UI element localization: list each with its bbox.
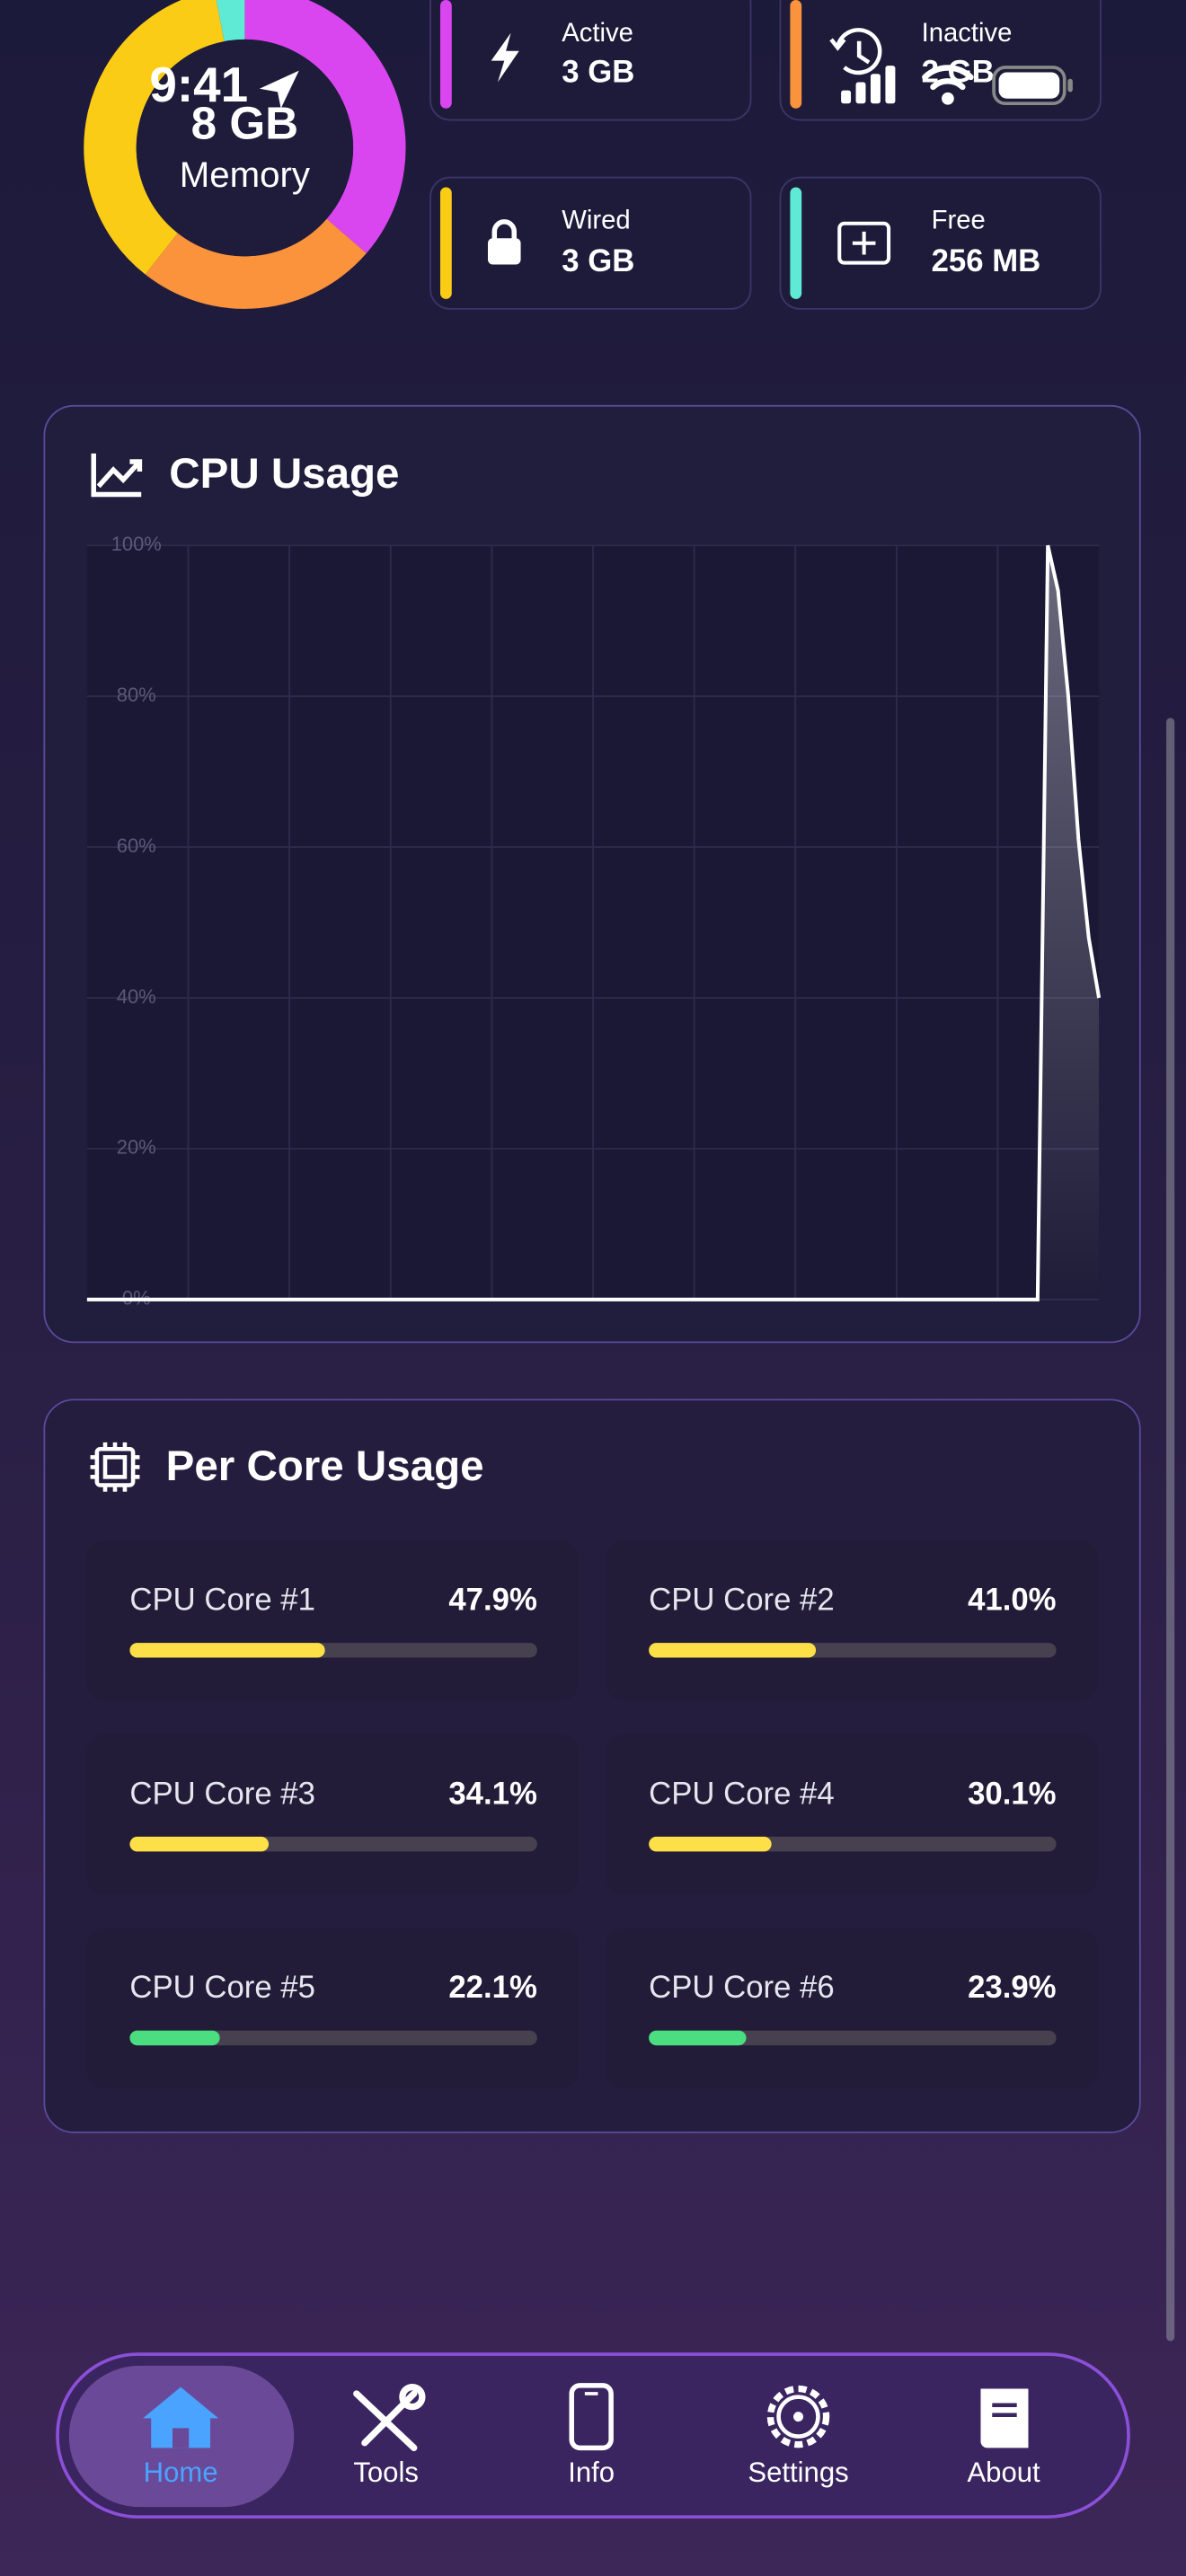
core-tile — [606, 1540, 1098, 1701]
y-tick-label: 80% — [117, 684, 156, 706]
tab-tools[interactable]: Tools — [353, 2383, 426, 2488]
icon-history — [829, 28, 882, 75]
core-value: 23.9% — [968, 1971, 1056, 2005]
tab-label: Settings — [748, 2457, 848, 2488]
card-value: 3 GB — [562, 55, 634, 89]
core-value: 47.9% — [448, 1584, 536, 1618]
core-bar — [649, 2030, 747, 2046]
tab-settings[interactable]: Settings — [748, 2385, 849, 2488]
core-bar — [129, 2030, 220, 2046]
tab-label: Home — [144, 2457, 218, 2488]
icon-chart — [91, 453, 143, 498]
signal — [841, 66, 896, 104]
core-name: CPU Core #5 — [129, 1971, 315, 2005]
icon-plus — [837, 221, 891, 265]
tab-about[interactable]: About — [967, 2388, 1040, 2488]
core-track — [649, 2030, 1057, 2046]
cpu-line — [86, 544, 1102, 1301]
core-name: CPU Core #4 — [649, 1777, 835, 1811]
card-label: Wired — [562, 207, 630, 235]
tab-info[interactable]: Info — [568, 2383, 615, 2488]
donut-segment — [216, 0, 246, 42]
accent-bar — [439, 187, 452, 299]
icon-lock — [487, 219, 521, 265]
tab-label: Info — [568, 2457, 615, 2488]
core-bar — [129, 1836, 270, 1852]
cpu-plot: 0%20%40%60%80%100% — [86, 533, 1102, 1310]
status-time: 9:41 — [149, 57, 248, 112]
y-tick-label: 40% — [117, 985, 156, 1008]
card-label: Active — [562, 19, 633, 48]
accent-bar — [439, 0, 452, 109]
y-tick-label: 20% — [117, 1136, 156, 1159]
donut-hole — [136, 39, 354, 257]
core-tile — [606, 1928, 1098, 2088]
tab-bar — [56, 2352, 1130, 2519]
core-bar — [649, 1836, 772, 1852]
memory-card: Wired 3 GB — [429, 176, 752, 310]
memory-label: Memory — [180, 154, 311, 195]
core-bar — [649, 1643, 817, 1658]
memory-card: Active 3 GB — [429, 0, 752, 121]
scrollbar — [1166, 718, 1175, 2342]
tab-label: About — [967, 2457, 1040, 2488]
accent-bar — [790, 0, 802, 109]
donut-segment — [145, 218, 367, 309]
donut-segment — [243, 0, 406, 253]
memory-donut — [84, 0, 406, 309]
memory-card: Free 256 MB — [779, 176, 1102, 310]
y-tick-label: 60% — [117, 834, 156, 857]
core-value: 30.1% — [968, 1777, 1056, 1811]
tab-home[interactable]: Home — [143, 2386, 219, 2488]
core-tile — [86, 1928, 579, 2088]
core-value: 34.1% — [448, 1777, 536, 1811]
card-label: Free — [932, 207, 986, 235]
core-name: CPU Core #3 — [129, 1777, 315, 1811]
tab-label: Tools — [353, 2457, 419, 2488]
core-tile — [606, 1734, 1098, 1894]
battery — [992, 66, 1073, 106]
core-name: CPU Core #1 — [129, 1584, 315, 1618]
card-value: 3 GB — [562, 244, 634, 278]
icon-chip — [90, 1442, 140, 1492]
core-grid: CPU Core #1 47.9% CPU Core #2 41.0% CPU Core… — [86, 1540, 1098, 2088]
core-value: 41.0% — [968, 1584, 1056, 1618]
card-label: Inactive — [922, 19, 1013, 48]
location-arrow — [259, 70, 299, 109]
card-value: 256 MB — [932, 244, 1041, 278]
donut-segment — [84, 0, 226, 275]
core-track — [129, 2030, 537, 2046]
accent-bar — [790, 187, 802, 299]
core-tile — [86, 1540, 579, 1701]
core-value: 22.1% — [448, 1971, 536, 2005]
core-tile — [86, 1734, 579, 1894]
wifi — [922, 65, 974, 105]
core-name: CPU Core #2 — [649, 1584, 835, 1618]
y-tick-label: 100% — [111, 533, 162, 555]
core-name: CPU Core #6 — [649, 1971, 835, 2005]
card-title: Per Core Usage — [166, 1442, 484, 1490]
card-title: CPU Usage — [169, 450, 399, 498]
icon-bolt — [491, 32, 519, 83]
core-bar — [129, 1643, 325, 1658]
